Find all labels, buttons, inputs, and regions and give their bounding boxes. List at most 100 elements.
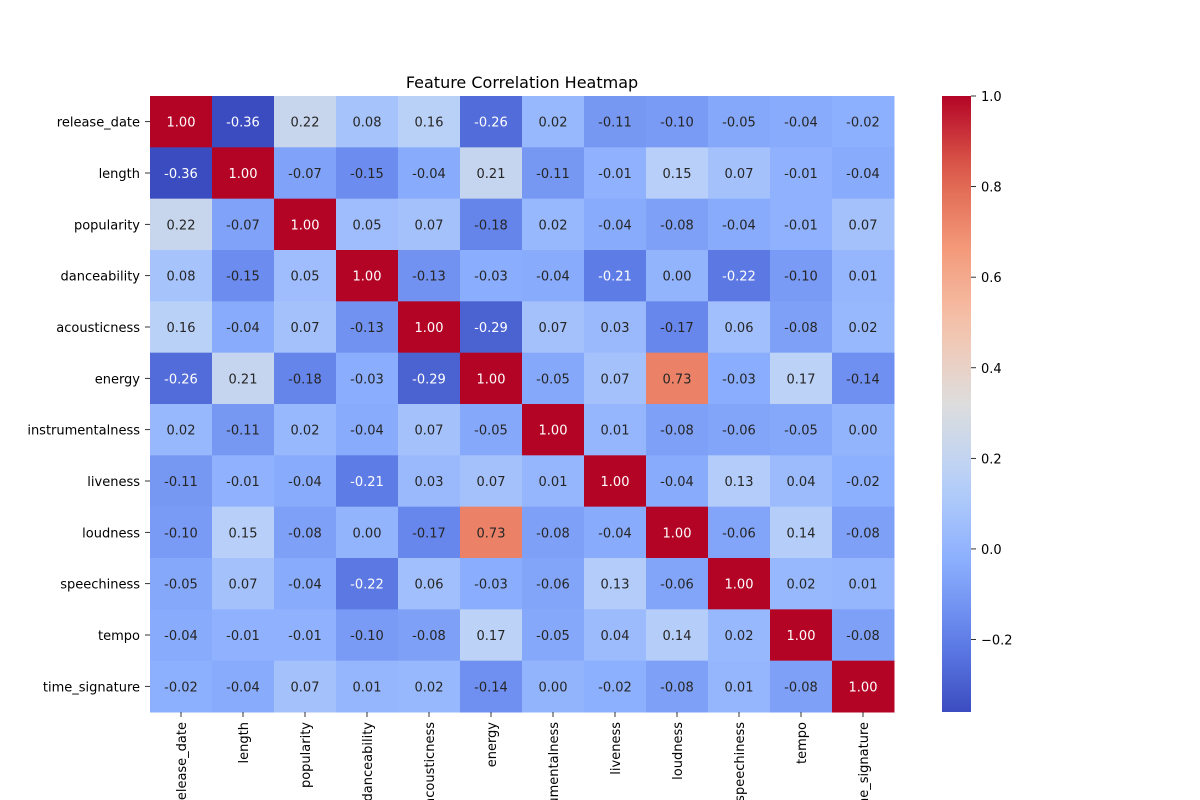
cell-value-label: -0.22 bbox=[722, 270, 756, 285]
cell-value-label: 0.01 bbox=[539, 475, 568, 490]
heatmap-cell bbox=[212, 660, 275, 713]
y-tick-label: liveness bbox=[87, 475, 140, 490]
heatmap-cell bbox=[646, 455, 709, 508]
heatmap-cell bbox=[584, 455, 647, 508]
cell-value-label: -0.10 bbox=[350, 629, 384, 644]
heatmap-cell bbox=[460, 198, 523, 251]
heatmap-cell bbox=[274, 301, 337, 354]
cell-value-label: -0.04 bbox=[164, 629, 198, 644]
cell-value-label: 1.00 bbox=[725, 578, 754, 593]
x-tick-label: acousticness bbox=[423, 722, 438, 800]
heatmap-cell bbox=[646, 352, 709, 405]
colorbar-gradient bbox=[942, 96, 971, 712]
x-tick-label: tempo bbox=[795, 722, 810, 764]
heatmap-cell bbox=[770, 147, 833, 200]
cell-value-label: 0.07 bbox=[849, 218, 878, 233]
cell-value-label: -0.04 bbox=[784, 116, 818, 131]
y-tick-label: acousticness bbox=[56, 321, 140, 336]
heatmap-cell bbox=[460, 96, 523, 148]
colorbar-tick-label: 0.4 bbox=[981, 362, 1002, 377]
heatmap-cell bbox=[150, 660, 213, 713]
cell-value-label: -0.18 bbox=[474, 218, 508, 233]
colorbar-tick-label: 0.2 bbox=[981, 452, 1002, 467]
cell-value-label: -0.11 bbox=[164, 475, 198, 490]
heatmap-cell bbox=[460, 301, 523, 354]
heatmap-cell bbox=[584, 198, 647, 251]
cell-value-label: 0.02 bbox=[415, 680, 444, 695]
heatmap-cell bbox=[460, 404, 523, 456]
heatmap-cell bbox=[522, 250, 585, 302]
heatmap-cell bbox=[522, 558, 585, 610]
heatmap-cell bbox=[770, 301, 833, 354]
heatmap-cell bbox=[274, 96, 337, 148]
x-tick-label: time_signature bbox=[857, 722, 872, 800]
heatmap-cell bbox=[522, 352, 585, 405]
heatmap-cell bbox=[336, 198, 399, 251]
heatmap-cell bbox=[398, 352, 461, 405]
y-tick-label: energy bbox=[95, 372, 141, 387]
cell-value-label: -0.10 bbox=[784, 270, 818, 285]
cell-value-label: -0.05 bbox=[536, 372, 570, 387]
heatmap-cell bbox=[460, 558, 523, 610]
y-tick-label: danceability bbox=[61, 270, 141, 285]
heatmap-cell bbox=[708, 558, 771, 610]
heatmap-cell bbox=[212, 301, 275, 354]
heatmap-cell bbox=[708, 506, 771, 559]
colorbar: 1.0 0.8 0.6 0.4 0.2 0.0 −0.2 bbox=[942, 90, 1013, 712]
cell-value-label: -0.10 bbox=[164, 526, 198, 541]
cell-value-label: 0.21 bbox=[229, 372, 258, 387]
heatmap-cell bbox=[522, 404, 585, 456]
cell-value-label: -0.14 bbox=[846, 372, 880, 387]
heatmap-cell bbox=[274, 455, 337, 508]
heatmap-cell bbox=[212, 96, 275, 148]
heatmap-cell bbox=[336, 301, 399, 354]
cell-value-label: 0.16 bbox=[167, 321, 196, 336]
heatmap-cell bbox=[212, 404, 275, 456]
cell-value-label: 0.02 bbox=[787, 578, 816, 593]
heatmap-cell bbox=[584, 404, 647, 456]
heatmap-cell bbox=[708, 147, 771, 200]
heatmap-cell bbox=[584, 301, 647, 354]
cell-value-label: -0.03 bbox=[722, 372, 756, 387]
cell-value-label: 0.21 bbox=[477, 167, 506, 182]
heatmap-cell bbox=[212, 250, 275, 302]
cell-value-label: 0.08 bbox=[353, 116, 382, 131]
cell-value-label: 0.07 bbox=[291, 321, 320, 336]
cell-value-label: 0.04 bbox=[787, 475, 816, 490]
cell-value-label: -0.15 bbox=[226, 270, 260, 285]
heatmap-cell bbox=[832, 301, 895, 354]
cell-value-label: 1.00 bbox=[849, 680, 878, 695]
heatmap-cell bbox=[770, 609, 833, 662]
heatmap-cell bbox=[460, 250, 523, 302]
heatmap-cell bbox=[832, 147, 895, 200]
cell-value-label: -0.03 bbox=[474, 270, 508, 285]
cell-value-label: -0.02 bbox=[846, 475, 880, 490]
heatmap-cell bbox=[832, 506, 895, 559]
cell-value-label: -0.04 bbox=[412, 167, 446, 182]
heatmap-cell bbox=[460, 352, 523, 405]
cell-value-label: 0.07 bbox=[415, 424, 444, 439]
cell-value-label: -0.17 bbox=[660, 321, 694, 336]
cell-value-label: 0.07 bbox=[725, 167, 754, 182]
cell-value-label: -0.05 bbox=[722, 116, 756, 131]
cell-value-label: 0.17 bbox=[477, 629, 506, 644]
heatmap-cell bbox=[150, 198, 213, 251]
cell-value-label: 0.02 bbox=[725, 629, 754, 644]
cell-value-label: 0.02 bbox=[849, 321, 878, 336]
cell-value-label: -0.06 bbox=[722, 424, 756, 439]
cell-value-label: -0.11 bbox=[598, 116, 632, 131]
heatmap-cell bbox=[150, 455, 213, 508]
heatmap-cell bbox=[336, 147, 399, 200]
heatmap-cell bbox=[832, 455, 895, 508]
cell-value-label: -0.01 bbox=[226, 475, 260, 490]
cell-value-label: -0.08 bbox=[288, 526, 322, 541]
heatmap-cell bbox=[212, 506, 275, 559]
cell-value-label: 0.01 bbox=[601, 424, 630, 439]
heatmap-cell bbox=[584, 250, 647, 302]
heatmap-cell bbox=[708, 455, 771, 508]
cell-value-label: -0.07 bbox=[288, 167, 322, 182]
cell-value-label: -0.04 bbox=[288, 578, 322, 593]
heatmap-cell bbox=[212, 147, 275, 200]
colorbar-tick-label: 0.8 bbox=[981, 181, 1002, 196]
heatmap-cells bbox=[150, 96, 895, 713]
